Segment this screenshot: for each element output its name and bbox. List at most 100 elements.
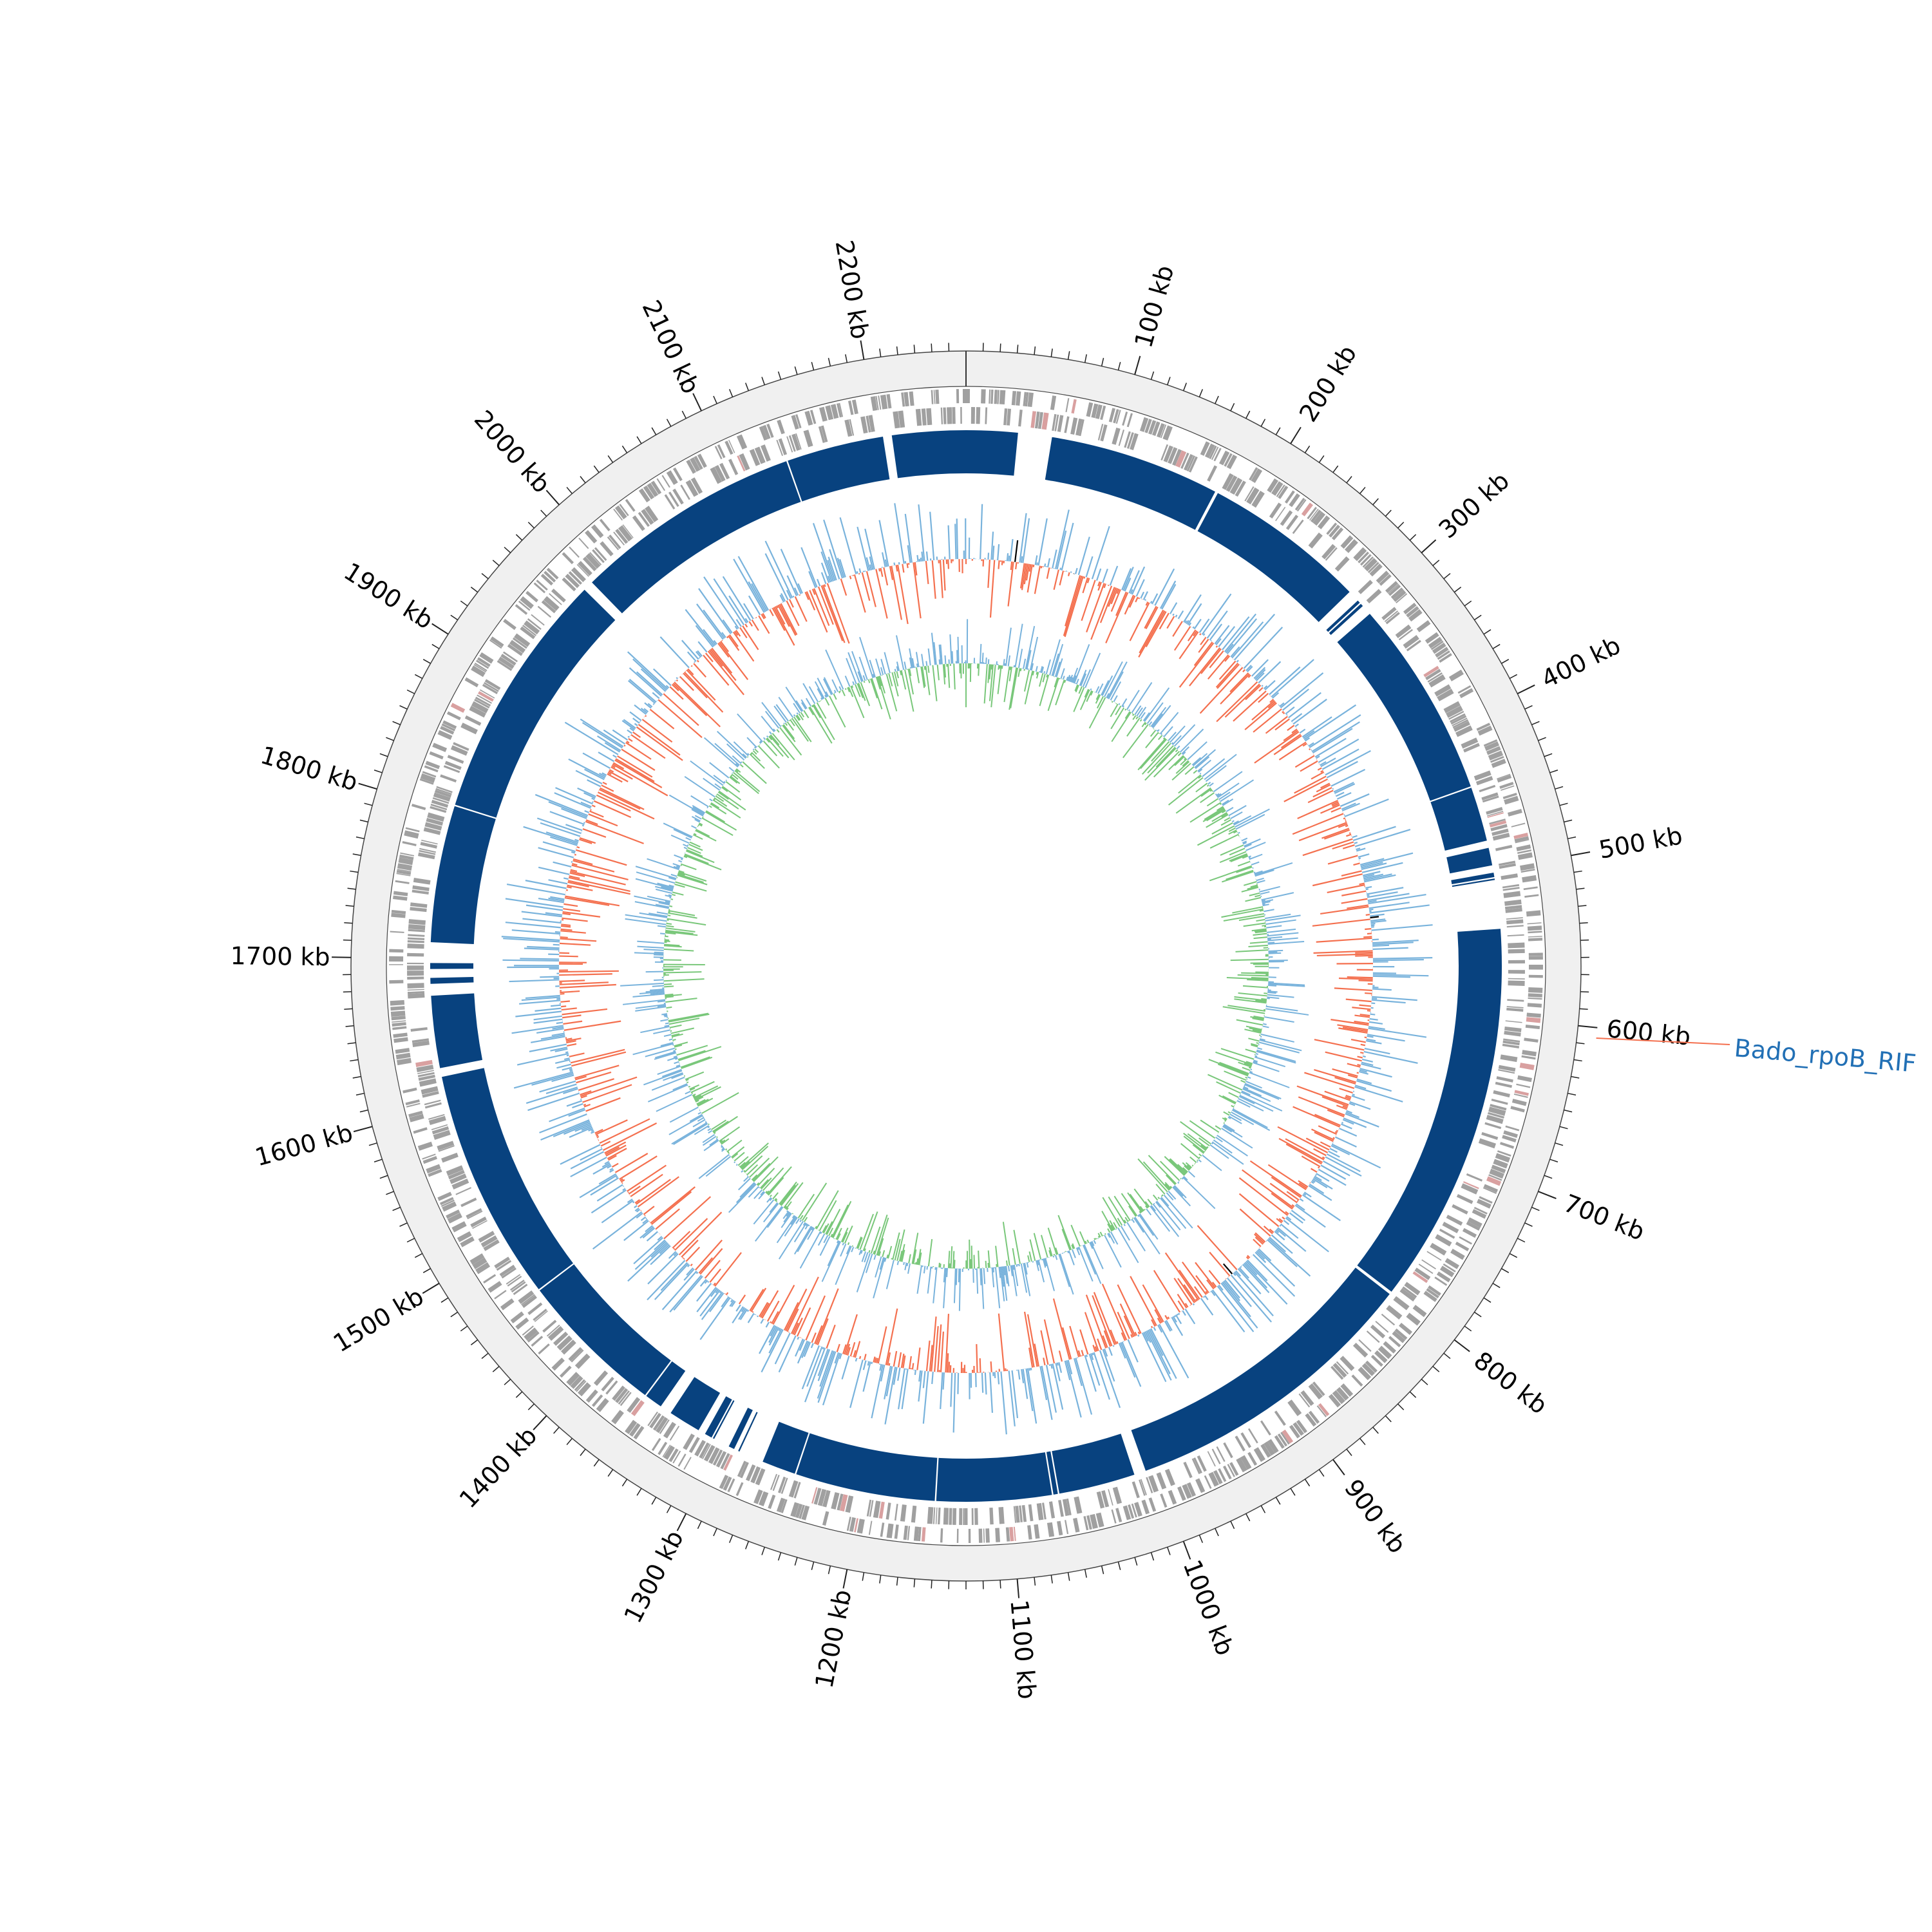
gene-block xyxy=(1296,1419,1307,1434)
gc-content-bar xyxy=(984,1372,987,1395)
gc-content-bar xyxy=(1144,1331,1151,1343)
gc-skew-bar xyxy=(665,1022,669,1025)
gc-skew-bar xyxy=(1108,1233,1115,1244)
gc-content-bar xyxy=(1255,1232,1266,1243)
gc-content-bar xyxy=(817,578,821,587)
gc-content-bar xyxy=(989,560,996,618)
gc-skew-bar xyxy=(1198,1153,1202,1157)
gc-content-bar xyxy=(1269,1236,1286,1253)
gene-block xyxy=(791,415,799,430)
gc-skew-bar xyxy=(705,811,737,831)
gc-content-bar xyxy=(918,504,925,562)
gc-content-bar xyxy=(741,1307,745,1312)
gene-block xyxy=(511,1281,526,1293)
gc-skew-bar xyxy=(721,1145,723,1148)
gc-skew-bar xyxy=(664,1015,668,1018)
gc-skew-bar xyxy=(815,1226,817,1229)
gc-content-bar xyxy=(922,1370,926,1388)
gc-content-bar xyxy=(1311,1180,1314,1184)
gc-skew-bar xyxy=(1101,675,1113,696)
gc-content-bar xyxy=(559,983,616,989)
contig-block xyxy=(670,1377,721,1430)
gc-content-bar xyxy=(569,1052,585,1057)
gc-content-bar xyxy=(1367,895,1370,896)
gene-block xyxy=(1370,1354,1383,1367)
gc-content-bar xyxy=(1166,616,1175,629)
gc-content-bar xyxy=(1364,874,1396,883)
gc-skew-bar xyxy=(691,1092,694,1094)
gc-skew-bar xyxy=(1217,1063,1249,1077)
gene-block xyxy=(1520,869,1535,873)
gc-skew-bar xyxy=(1238,1095,1255,1104)
gc-skew-bar xyxy=(820,697,823,700)
gc-skew-bar xyxy=(703,737,739,768)
gc-skew-bar xyxy=(1218,791,1231,800)
gene-block xyxy=(1251,491,1265,508)
gene-block xyxy=(1115,1508,1122,1522)
gc-content-bar xyxy=(1360,852,1414,867)
gc-skew-bar xyxy=(1171,762,1191,781)
gene-block xyxy=(985,1528,990,1543)
gc-content-bar xyxy=(1311,721,1360,752)
gc-content-bar xyxy=(570,870,626,886)
gc-content-bar xyxy=(721,1296,730,1307)
gc-skew-bar xyxy=(677,875,708,886)
gc-skew-bar xyxy=(1178,774,1202,794)
gc-skew-bar xyxy=(1102,1197,1121,1227)
gene-block xyxy=(952,407,956,424)
gc-skew-bar xyxy=(815,1190,839,1230)
gc-skew-bar xyxy=(1171,742,1174,744)
gc-skew-bar xyxy=(759,740,762,743)
gc-skew-bar xyxy=(686,1081,689,1084)
gc-content-bar xyxy=(611,1162,619,1168)
gc-content-bar xyxy=(687,668,694,676)
gc-skew-bar xyxy=(1264,992,1268,994)
gc-skew-bar xyxy=(696,1099,706,1105)
gc-content-bar xyxy=(1148,1329,1164,1356)
gc-content-bar xyxy=(940,1372,943,1409)
gene-block xyxy=(1115,410,1121,424)
gc-skew-bar xyxy=(1003,659,1005,666)
gc-content-bar xyxy=(862,1360,867,1370)
gc-skew-bar xyxy=(1231,1109,1271,1132)
gc-skew-bar xyxy=(688,844,703,851)
gene-block xyxy=(1218,1468,1227,1482)
gene-block xyxy=(878,395,882,410)
minor-tick xyxy=(1346,1448,1352,1456)
gc-content-bar xyxy=(1010,561,1013,571)
gc-skew-bar xyxy=(1222,810,1226,813)
gc-content-bar xyxy=(1342,844,1355,849)
gc-content-bar xyxy=(913,562,922,619)
gene-block xyxy=(1219,450,1230,466)
gc-content-bar xyxy=(1153,1269,1181,1313)
gc-skew-bar xyxy=(947,663,951,688)
gc-skew-bar xyxy=(1123,1219,1127,1224)
gene-block xyxy=(746,1464,756,1482)
gc-content-bar xyxy=(1177,1278,1195,1303)
gc-skew-bar xyxy=(657,882,674,889)
gene-block xyxy=(1353,547,1367,562)
minor-tick xyxy=(999,1580,1001,1589)
contig-block xyxy=(1430,788,1487,851)
gc-content-bar xyxy=(569,1126,593,1138)
gc-skew-bar xyxy=(1232,1108,1268,1128)
gc-content-bar xyxy=(657,1236,663,1241)
gene-block xyxy=(402,1087,417,1094)
gene-block xyxy=(866,1499,872,1517)
minor-tick xyxy=(1473,614,1482,621)
gc-content-bar xyxy=(592,1163,611,1175)
gene-block xyxy=(651,1437,661,1452)
gc-skew-bar xyxy=(1047,677,1059,712)
minor-tick xyxy=(1564,1109,1573,1113)
gc-content-bar xyxy=(1097,1338,1103,1350)
gene-block xyxy=(391,1016,406,1021)
gene-block xyxy=(473,664,487,673)
gene-block xyxy=(421,1086,439,1095)
gc-content-bar xyxy=(737,556,770,611)
gc-skew-bar xyxy=(1140,739,1168,770)
gc-content-bar xyxy=(1332,1068,1358,1077)
gc-skew-bar xyxy=(891,672,899,697)
gc-content-bar xyxy=(652,692,660,699)
gc-content-bar xyxy=(1369,1018,1378,1021)
gc-skew-bar xyxy=(1135,716,1139,720)
